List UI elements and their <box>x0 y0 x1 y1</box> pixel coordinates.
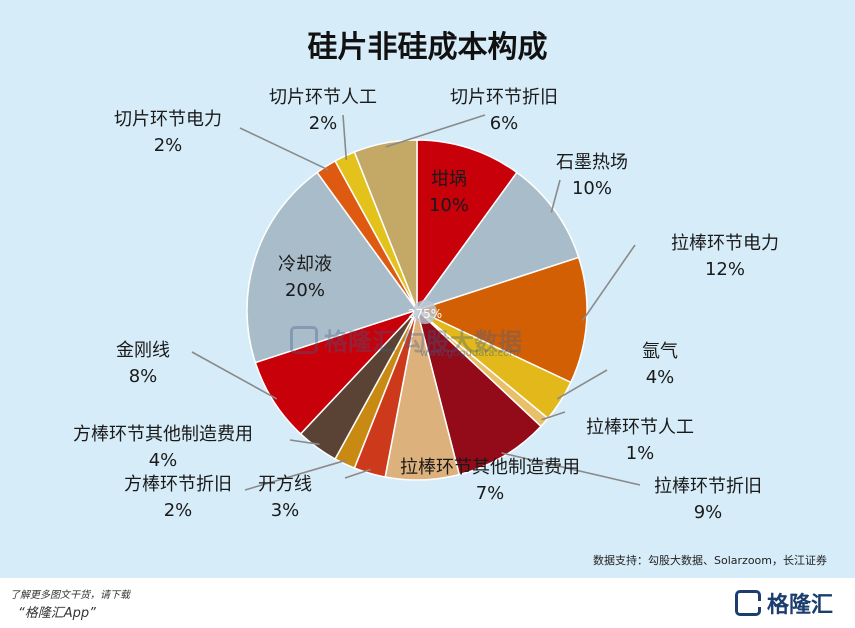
footer-app-name: “格隆汇App” <box>18 606 96 621</box>
leader-line-11 <box>191 351 278 400</box>
logo-mark-icon <box>734 590 761 616</box>
pie-center-hub <box>413 300 437 324</box>
slice-name-label-12: 冷却液 <box>278 254 332 275</box>
slice-value-label-4: 4% <box>646 367 675 388</box>
pie-slice-1 <box>416 139 518 313</box>
footer-download-hint: 了解更多图文干货，请下载 <box>10 590 130 601</box>
watermark-brand-b: 勾股大数据 <box>402 328 522 356</box>
leader-line-5 <box>541 411 566 421</box>
footer-bar: 了解更多图文干货，请下载 “格隆汇App” 格隆汇 <box>0 578 855 628</box>
slice-value-label-14: 2% <box>309 113 338 134</box>
brand-logo[interactable]: 格隆汇 <box>734 588 833 618</box>
leader-line-15 <box>385 114 486 148</box>
slice-value-label-9: 2% <box>164 500 193 521</box>
slice-value-label-10: 4% <box>149 450 178 471</box>
chart-title: 硅片非硅成本构成 <box>307 30 548 65</box>
pie-slice-15 <box>353 139 418 311</box>
source-note: 数据支持：勾股大数据、Solarzoom，长江证券 <box>593 554 827 567</box>
pie-slice-12 <box>246 171 419 364</box>
slice-name-label-7: 拉棒环节其他制造费用 <box>400 457 580 478</box>
leader-line-8 <box>344 468 371 479</box>
watermark-logo: 格隆汇 勾股大数据 <box>290 322 522 357</box>
slice-name-label-2: 石墨热场 <box>556 152 628 173</box>
slice-value-label-8: 3% <box>271 500 300 521</box>
slice-value-label-2: 10% <box>572 178 612 199</box>
slice-name-label-3: 拉棒环节电力 <box>671 233 779 254</box>
slice-name-label-6: 拉棒环节折旧 <box>654 476 762 497</box>
logo-text: 格隆汇 <box>766 593 833 618</box>
slice-value-label-11: 8% <box>129 366 158 387</box>
slice-value-label-13: 2% <box>154 135 183 156</box>
slice-name-label-13: 切片环节电力 <box>114 109 222 130</box>
slice-name-label-11: 金刚线 <box>116 340 170 361</box>
slice-name-label-8: 开方线 <box>258 474 312 495</box>
leader-line-9 <box>244 459 347 491</box>
pie-slice-6 <box>415 307 542 476</box>
slice-name-label-4: 氩气 <box>642 341 678 362</box>
pie-slice-3 <box>414 256 588 384</box>
center-label: 275% <box>408 307 442 321</box>
slice-value-label-12: 20% <box>285 280 325 301</box>
slice-name-label-5: 拉棒环节人工 <box>586 417 694 438</box>
pie-slice-2 <box>415 171 580 312</box>
watermark-mark-icon <box>290 325 318 354</box>
watermark-brand: 格隆汇 <box>324 328 396 356</box>
leader-line-14 <box>342 114 348 160</box>
slice-value-label-5: 1% <box>626 443 655 464</box>
leader-line-13 <box>239 127 329 171</box>
slice-value-label-1: 10% <box>429 195 469 216</box>
watermark-url: www.gogudata.com <box>420 348 520 359</box>
leader-line-10 <box>289 439 320 446</box>
leader-line-2 <box>550 179 561 213</box>
leader-line-3 <box>582 244 636 321</box>
leader-line-6 <box>501 452 641 486</box>
slice-name-label-15: 切片环节折旧 <box>450 87 558 108</box>
slice-value-label-6: 9% <box>694 502 723 523</box>
slice-name-label-9: 方棒环节折旧 <box>124 474 232 495</box>
leader-line-4 <box>556 369 608 400</box>
slice-name-label-10: 方棒环节其他制造费用 <box>73 424 253 445</box>
pie-chart: 坩埚 10% 石墨热场 10% 拉棒环节电力 12% 氩气 4% 拉棒环节人工 1% 拉棒环节折旧 9… <box>73 87 779 523</box>
slice-name-label-14: 切片环节人工 <box>269 87 377 108</box>
slice-value-label-3: 12% <box>705 259 745 280</box>
slice-value-label-7: 7% <box>476 483 505 504</box>
slice-name-label-1: 坩埚 <box>431 169 467 190</box>
slice-value-label-15: 6% <box>490 113 519 134</box>
